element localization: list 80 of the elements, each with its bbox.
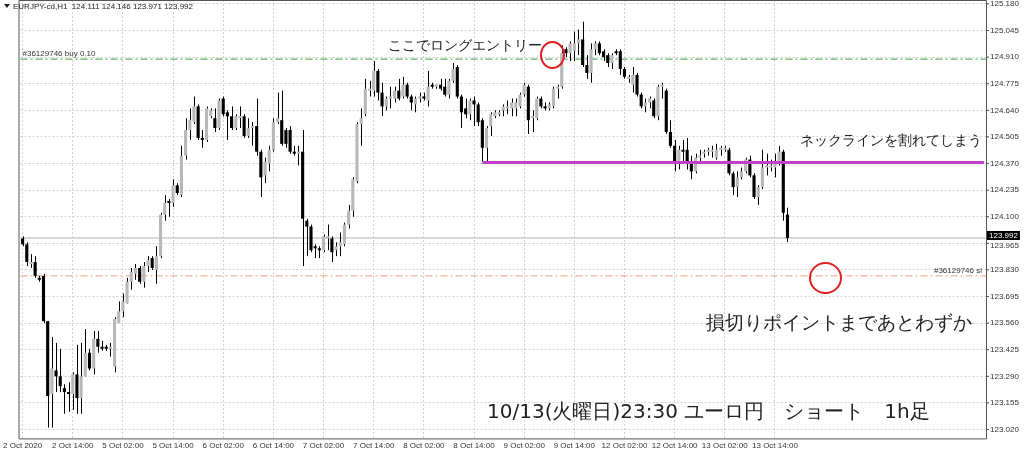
y-tick-label: 125.045 [990,25,1020,35]
candlestick [230,105,234,131]
candlestick [731,170,735,196]
x-tick-label: 5 Oct 02:00 [102,441,145,451]
y-tick-label: 123.155 [990,398,1020,408]
candlestick [668,119,673,149]
candlestick [67,381,71,413]
y-tick-label: 124.640 [990,105,1020,115]
x-tick-label: 8 Oct 02:00 [403,441,446,451]
candlestick [71,371,75,411]
candlestick [246,117,250,139]
y-tick-label: 124.235 [990,185,1020,195]
candlestick [121,293,125,318]
candlestick [54,342,58,393]
candlestick [79,342,83,415]
candlestick [58,348,62,393]
candlestick [83,328,87,377]
y-tick-label: 123.560 [990,318,1020,328]
candlestick [572,31,576,62]
candlestick [760,149,764,190]
y-tick-label: 123.290 [990,371,1020,381]
y-tick-label: 124.775 [990,78,1020,88]
candlestick [96,330,100,354]
candlestick [280,90,284,147]
ref-line-label: #36129746 sl [933,266,983,276]
candlestick [589,42,593,84]
ref-line-label: 123.992 [989,230,1019,240]
candlestick [468,98,472,121]
annotation: 損切りポイントまであとわずか [706,310,972,335]
candlestick [221,96,225,117]
chart-title: EURJPY-cd,H1 124.111 124.146 123.971 123.992 [13,2,193,11]
x-tick-label: 13 Oct 02:00 [701,441,749,451]
candlestick [785,207,790,243]
y-tick-label: 123.830 [990,265,1020,275]
y-tick-label: 125.180 [990,0,1020,9]
candlestick [267,145,271,172]
candlestick [288,125,292,155]
x-tick-label: 9 Oct 14:00 [553,441,596,451]
candlestick [401,76,405,100]
candlestick [62,383,66,415]
candlestick [242,113,246,139]
y-tick-label: 124.100 [990,211,1020,221]
x-tick-label: 9 Oct 02:00 [503,441,546,451]
candlestick [464,98,468,119]
candlestick [359,107,363,147]
y-tick-label: 123.695 [990,291,1020,301]
candlestick [673,139,677,172]
candlestick [75,344,79,415]
x-tick-label: 7 Oct 14:00 [353,441,395,451]
x-tick-label: 2 Oct 14:00 [52,441,94,451]
candlestick [129,267,133,291]
candlestick [681,139,685,163]
x-tick-label: 5 Oct 14:00 [152,441,195,451]
y-tick-label: 123.020 [990,424,1020,434]
x-tick-label: 2 Oct 2020 [3,441,43,451]
candlestick [342,222,346,247]
y-tick-label: 123.425 [990,344,1020,354]
y-tick-label: 124.910 [990,52,1020,62]
candlestick [125,277,129,304]
candlestick [735,170,739,198]
candlestick [171,178,175,208]
candlestick [87,348,92,371]
ref-line-label: #36129746 buy 0.10 [22,49,97,59]
y-tick-label: 124.505 [990,132,1020,142]
candlestick [765,153,769,176]
annotation: ここでロングエントリー [388,37,542,55]
x-tick-label: 6 Oct 14:00 [252,441,295,451]
x-tick-label: 7 Oct 02:00 [302,441,345,451]
candlestick [459,94,464,129]
x-tick-label: 8 Oct 14:00 [453,441,496,451]
x-tick-label: 12 Oct 02:00 [601,441,648,451]
candlestick [472,96,476,127]
x-tick-label: 6 Oct 02:00 [202,441,245,451]
y-tick-label: 124.370 [990,158,1020,168]
annotation: ネックラインを割れてしまう [800,132,982,150]
x-tick-label: 13 Oct 14:00 [752,441,799,451]
y-tick-label: 123.965 [990,240,1020,250]
x-tick-label: 12 Oct 14:00 [651,441,699,451]
candlestick [489,111,493,137]
annotation: 10/13(火曜日)23:30 ユーロ円 ショート 1h足 [487,398,930,425]
